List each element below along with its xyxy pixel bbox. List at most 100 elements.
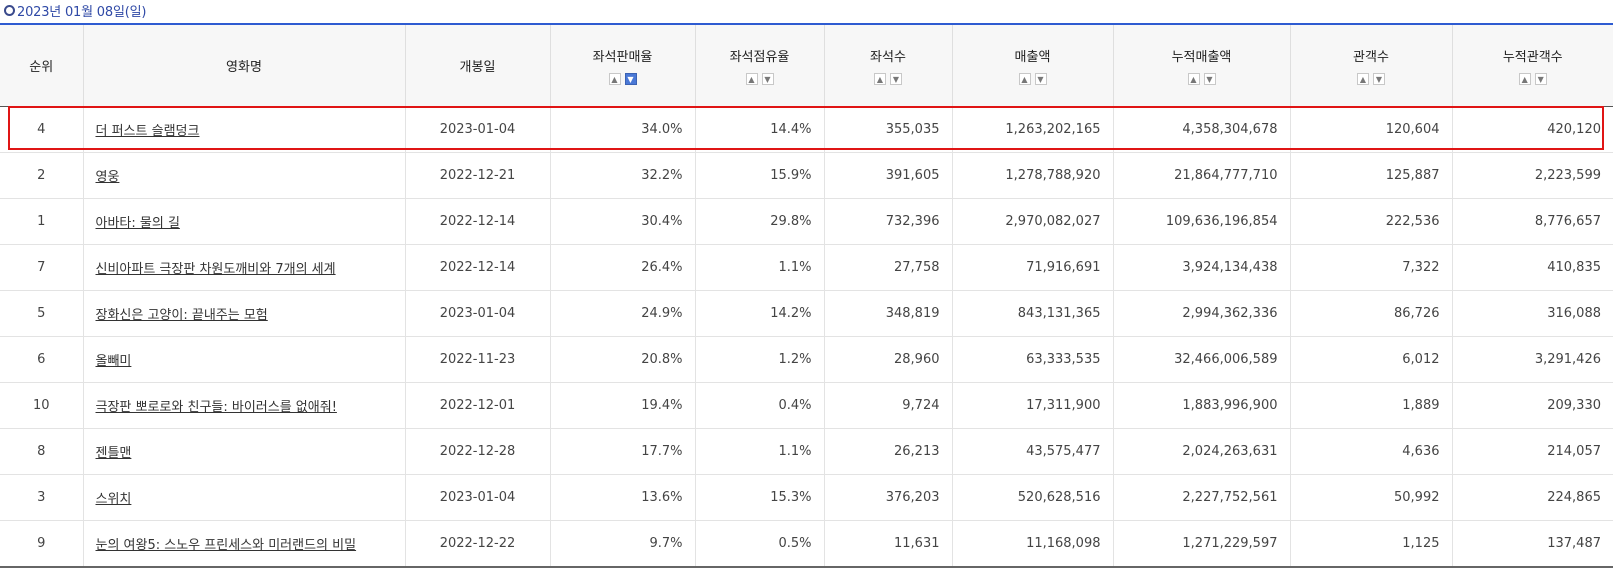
seat-share-cell: 15.9%	[695, 152, 825, 199]
acc-audience-cell: 316,088	[1452, 290, 1613, 337]
audience-cell: 222,536	[1290, 198, 1453, 245]
open-date-cell: 2023-01-04	[405, 106, 551, 153]
open-date-cell: 2022-11-23	[405, 336, 551, 383]
title-cell: 스위치	[83, 474, 406, 521]
title-cell: 아바타: 물의 길	[83, 198, 406, 245]
rank-cell: 4	[0, 106, 84, 153]
col-title-label: 영화명	[226, 60, 262, 75]
sort-desc-icon[interactable]: ▼	[1203, 73, 1216, 85]
title-cell: 신비아파트 극장판 차원도깨비와 7개의 세계	[83, 244, 406, 291]
audience-cell: 86,726	[1290, 290, 1453, 337]
table-row: 1 아바타: 물의 길 2022-12-14 30.4% 29.8% 732,396 2,9…	[0, 198, 1613, 245]
seats-cell: 9,724	[824, 382, 953, 429]
seats-cell: 27,758	[824, 244, 953, 291]
acc-sales-cell: 1,883,996,900	[1113, 382, 1291, 429]
col-seats: 좌석수 ▲ ▼	[824, 25, 953, 107]
seat-share-cell: 14.2%	[695, 290, 825, 337]
movie-title-link[interactable]: 극장판 뽀로로와 친구들: 바이러스를 없애줘!	[95, 400, 337, 415]
seat-sale-rate-cell: 13.6%	[550, 474, 696, 521]
acc-sales-cell: 109,636,196,854	[1113, 198, 1291, 245]
sales-cell: 11,168,098	[952, 520, 1114, 568]
acc-audience-cell: 137,487	[1452, 520, 1613, 568]
col-seat-sale-rate: 좌석판매율 ▲ ▼	[550, 25, 696, 107]
movie-title-link[interactable]: 영웅	[95, 170, 120, 185]
movie-title-link[interactable]: 젠틀맨	[95, 446, 132, 461]
seats-cell: 376,203	[824, 474, 953, 521]
seats-cell: 26,213	[824, 428, 953, 475]
sort-controls: ▲ ▼	[696, 73, 824, 85]
table-row: 10 극장판 뽀로로와 친구들: 바이러스를 없애줘! 2022-12-01 19.4…	[0, 382, 1613, 429]
title-cell: 더 퍼스트 슬램덩크	[83, 106, 406, 153]
sort-desc-icon[interactable]: ▼	[761, 73, 774, 85]
audience-cell: 4,636	[1290, 428, 1453, 475]
boxoffice-table: 순위 영화명 개봉일 좌석판매율 ▲ ▼ 좌석점유율 ▲ ▼ 좌석수	[0, 25, 1613, 568]
seat-sale-rate-cell: 24.9%	[550, 290, 696, 337]
sort-controls: ▲ ▼	[953, 73, 1113, 85]
table-header-row: 순위 영화명 개봉일 좌석판매율 ▲ ▼ 좌석점유율 ▲ ▼ 좌석수	[0, 25, 1613, 107]
sort-asc-icon[interactable]: ▲	[1518, 73, 1531, 85]
col-acc-audience-label: 누적관객수	[1502, 50, 1563, 65]
sort-asc-icon[interactable]: ▲	[1357, 73, 1369, 85]
audience-cell: 120,604	[1290, 106, 1453, 153]
seat-sale-rate-cell: 32.2%	[550, 152, 696, 199]
col-title: 영화명	[83, 25, 406, 107]
col-acc-sales-label: 누적매출액	[1171, 50, 1232, 65]
movie-title-link[interactable]: 신비아파트 극장판 차원도깨비와 7개의 세계	[95, 262, 336, 277]
table-row: 6 올빼미 2022-11-23 20.8% 1.2% 28,960 63,333,535 3…	[0, 336, 1613, 383]
sort-desc-icon[interactable]: ▼	[1373, 73, 1385, 85]
movie-title-link[interactable]: 아바타: 물의 길	[95, 216, 180, 231]
table-row: 5 장화신은 고양이: 끝내주는 모험 2023-01-04 24.9% 14.2% 34…	[0, 290, 1613, 337]
table-row: 3 스위치 2023-01-04 13.6% 15.3% 376,203 520,628,5…	[0, 474, 1613, 521]
sort-controls: ▲ ▼	[825, 73, 952, 85]
sales-cell: 63,333,535	[952, 336, 1114, 383]
seat-sale-rate-cell: 19.4%	[550, 382, 696, 429]
movie-title-link[interactable]: 올빼미	[95, 354, 132, 369]
audience-cell: 1,125	[1290, 520, 1453, 568]
rank-cell: 5	[0, 290, 84, 337]
title-cell: 영웅	[83, 152, 406, 199]
sort-desc-icon[interactable]: ▼	[1534, 73, 1547, 85]
movie-title-link[interactable]: 더 퍼스트 슬램덩크	[95, 124, 200, 139]
rank-cell: 9	[0, 520, 84, 568]
open-date-cell: 2022-12-28	[405, 428, 551, 475]
audience-cell: 1,889	[1290, 382, 1453, 429]
seat-share-cell: 29.8%	[695, 198, 825, 245]
sales-cell: 71,916,691	[952, 244, 1114, 291]
seat-share-cell: 15.3%	[695, 474, 825, 521]
seat-sale-rate-cell: 17.7%	[550, 428, 696, 475]
movie-title-link[interactable]: 스위치	[95, 492, 132, 507]
col-rank: 순위	[0, 25, 84, 107]
sort-controls: ▲ ▼	[551, 73, 695, 85]
audience-cell: 125,887	[1290, 152, 1453, 199]
sort-asc-icon[interactable]: ▲	[745, 73, 758, 85]
col-seat-share-label: 좌석점유율	[729, 50, 790, 65]
sort-asc-icon[interactable]: ▲	[608, 73, 621, 85]
sort-asc-icon[interactable]: ▲	[1018, 73, 1031, 85]
acc-sales-cell: 2,994,362,336	[1113, 290, 1291, 337]
sort-controls: ▲ ▼	[1453, 73, 1613, 85]
sales-cell: 2,970,082,027	[952, 198, 1114, 245]
acc-audience-cell: 410,835	[1452, 244, 1613, 291]
movie-title-link[interactable]: 장화신은 고양이: 끝내주는 모험	[95, 308, 268, 323]
seat-share-cell: 0.4%	[695, 382, 825, 429]
open-date-cell: 2022-12-21	[405, 152, 551, 199]
col-acc-sales: 누적매출액 ▲ ▼	[1113, 25, 1291, 107]
seats-cell: 11,631	[824, 520, 953, 568]
table-row: 8 젠틀맨 2022-12-28 17.7% 1.1% 26,213 43,575,477 2…	[0, 428, 1613, 475]
sort-asc-icon[interactable]: ▲	[1187, 73, 1200, 85]
seats-cell: 391,605	[824, 152, 953, 199]
title-cell: 젠틀맨	[83, 428, 406, 475]
rank-cell: 8	[0, 428, 84, 475]
col-sales: 매출액 ▲ ▼	[952, 25, 1114, 107]
sort-asc-icon[interactable]: ▲	[874, 73, 886, 85]
sort-desc-icon[interactable]: ▼	[624, 73, 637, 85]
title-cell: 극장판 뽀로로와 친구들: 바이러스를 없애줘!	[83, 382, 406, 429]
seats-cell: 348,819	[824, 290, 953, 337]
sort-desc-icon[interactable]: ▼	[890, 73, 902, 85]
movie-title-link[interactable]: 눈의 여왕5: 스노우 프린세스와 미러랜드의 비밀	[95, 538, 357, 553]
sales-cell: 1,263,202,165	[952, 106, 1114, 153]
sort-desc-icon[interactable]: ▼	[1034, 73, 1047, 85]
table-row: 2 영웅 2022-12-21 32.2% 15.9% 391,605 1,278,788,…	[0, 152, 1613, 199]
open-date-cell: 2022-12-22	[405, 520, 551, 568]
open-date-cell: 2023-01-04	[405, 290, 551, 337]
